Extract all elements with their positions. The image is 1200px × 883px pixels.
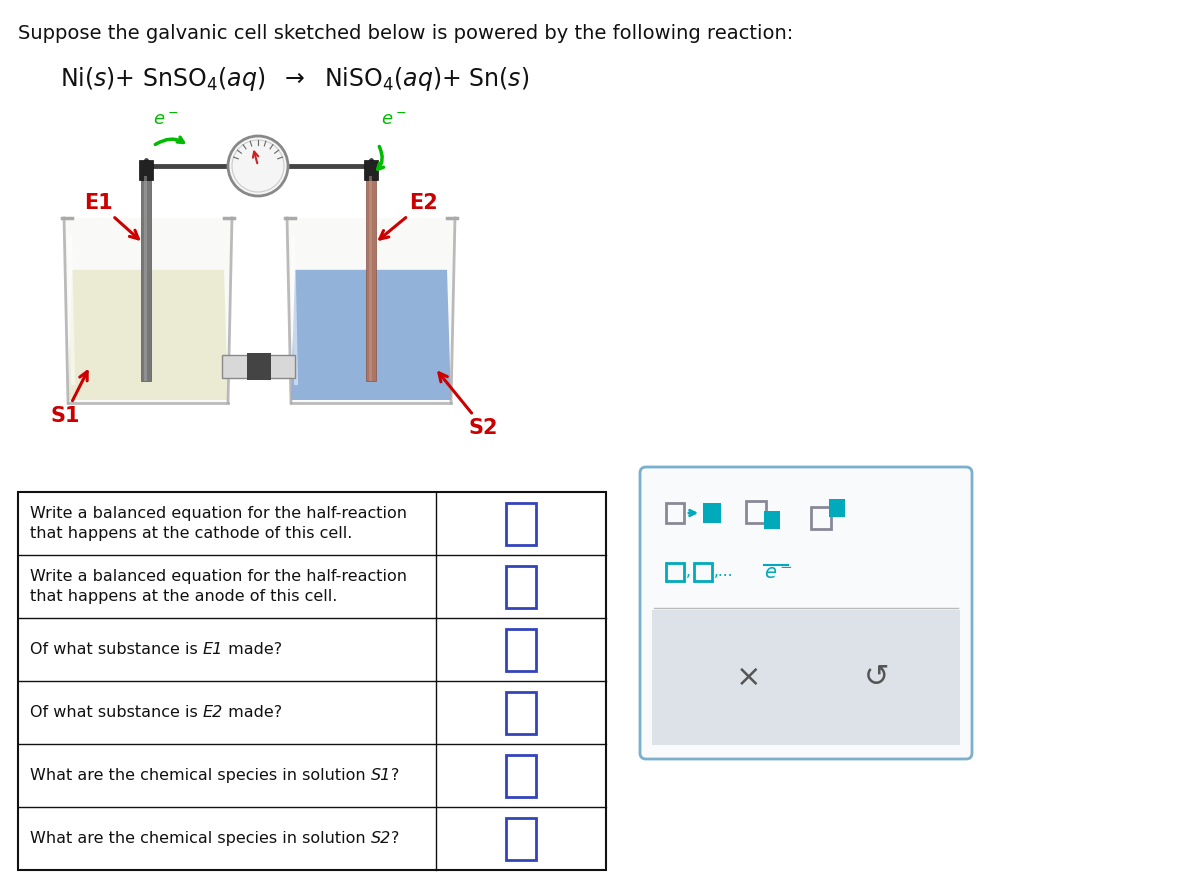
Bar [139, 160, 154, 180]
Polygon shape [287, 218, 455, 403]
Text: ?: ? [391, 768, 400, 783]
Text: Of what substance is: Of what substance is [30, 642, 203, 657]
Text: $e^-$: $e^-$ [382, 111, 407, 129]
Text: ,: , [686, 564, 691, 579]
Text: E1: E1 [203, 642, 223, 657]
Text: ↺: ↺ [864, 663, 889, 692]
Text: −: − [779, 561, 792, 576]
Bar [746, 501, 766, 523]
Bar [370, 176, 372, 381]
Bar [506, 629, 536, 670]
Bar [506, 691, 536, 734]
Bar [144, 176, 148, 381]
Text: made?: made? [223, 705, 282, 720]
Text: ,...: ,... [714, 564, 733, 579]
Bar [18, 492, 606, 870]
Bar [764, 511, 780, 529]
Text: ×: × [736, 663, 761, 692]
Bar [506, 502, 536, 545]
Text: E2: E2 [203, 705, 223, 720]
FancyBboxPatch shape [640, 467, 972, 759]
Bar [222, 355, 295, 378]
Text: Ni$(s)$+ SnSO$_4$$(aq)$  $\rightarrow$  NiSO$_4$$(aq)$+ Sn$(s)$: Ni$(s)$+ SnSO$_4$$(aq)$ $\rightarrow$ Ni… [60, 65, 529, 93]
Bar [366, 176, 376, 381]
Text: Suppose the galvanic cell sketched below is powered by the following reaction:: Suppose the galvanic cell sketched below… [18, 24, 793, 43]
Polygon shape [68, 270, 228, 400]
Text: S1: S1 [371, 768, 391, 783]
Bar [811, 507, 830, 529]
Text: S1: S1 [50, 372, 88, 426]
Text: Write a balanced equation for the half-reaction
that happens at the anode of thi: Write a balanced equation for the half-r… [30, 569, 407, 604]
Text: Of what substance is: Of what substance is [30, 705, 203, 720]
Text: E1: E1 [84, 193, 138, 239]
Text: What are the chemical species in solution: What are the chemical species in solutio… [30, 768, 371, 783]
Bar [506, 754, 536, 796]
Text: S2: S2 [371, 831, 391, 846]
Bar [142, 176, 151, 381]
Text: $e$: $e$ [764, 563, 778, 583]
Text: made?: made? [223, 642, 282, 657]
Polygon shape [292, 270, 451, 400]
Polygon shape [64, 218, 232, 403]
Text: Write a balanced equation for the half-reaction
that happens at the cathode of t: Write a balanced equation for the half-r… [30, 506, 407, 541]
Text: ?: ? [391, 831, 400, 846]
Bar [364, 160, 378, 180]
Bar [703, 503, 721, 523]
Text: $e^-$: $e^-$ [154, 111, 179, 129]
Bar [506, 565, 536, 608]
Text: E2: E2 [379, 193, 438, 239]
Text: S2: S2 [439, 373, 498, 438]
Circle shape [228, 136, 288, 196]
Bar [666, 503, 684, 523]
Text: What are the chemical species in solution: What are the chemical species in solutio… [30, 831, 371, 846]
Bar [694, 563, 712, 581]
Bar [829, 499, 845, 517]
Bar [506, 818, 536, 859]
Bar [246, 353, 270, 380]
Bar [666, 563, 684, 581]
Bar [652, 610, 960, 745]
